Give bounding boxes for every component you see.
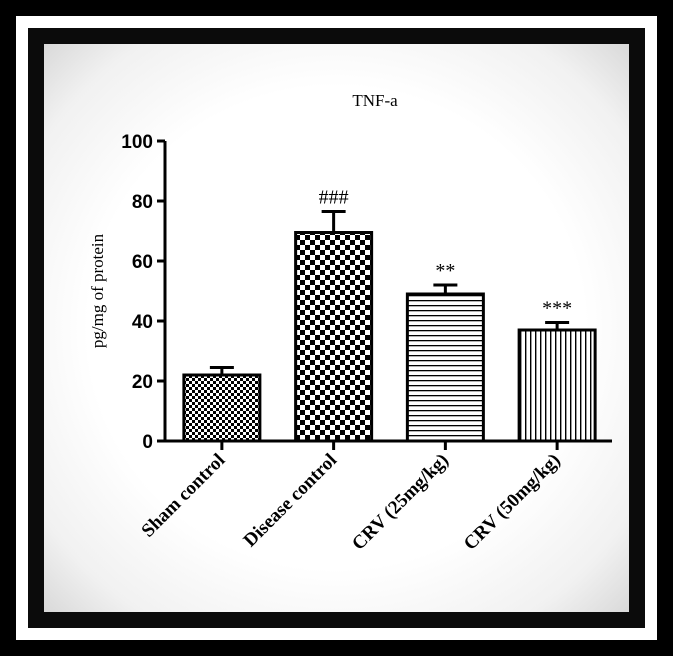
y-tick-label: 40: [132, 312, 153, 333]
y-tick-label: 100: [121, 132, 153, 153]
x-category-label: Disease control: [240, 450, 342, 552]
chart-title: TNF-a: [352, 91, 398, 110]
x-category-label: Sham control: [138, 450, 230, 542]
significance-label: ***: [542, 298, 572, 320]
x-category-label: CRV (25mg/kg): [348, 450, 453, 555]
y-tick-label: 0: [142, 432, 153, 453]
x-axis: Sham control Disease control CRV (25mg/kg)…: [138, 439, 612, 555]
bar: [294, 231, 374, 443]
bar: [182, 373, 262, 443]
y-tick-label: 60: [132, 252, 153, 273]
y-tick-label: 80: [132, 192, 153, 213]
x-category-label: CRV (50mg/kg): [460, 450, 565, 555]
bar: [517, 328, 597, 443]
y-axis-label: pg/mg of protein: [88, 233, 107, 348]
y-axis: 0 20 40 60 80 100: [121, 132, 167, 453]
significance-label: ###: [319, 187, 349, 209]
y-tick-label: 20: [132, 372, 153, 393]
significance-label: **: [435, 260, 455, 282]
bar: [405, 292, 485, 443]
bars: ###*****: [182, 187, 597, 443]
